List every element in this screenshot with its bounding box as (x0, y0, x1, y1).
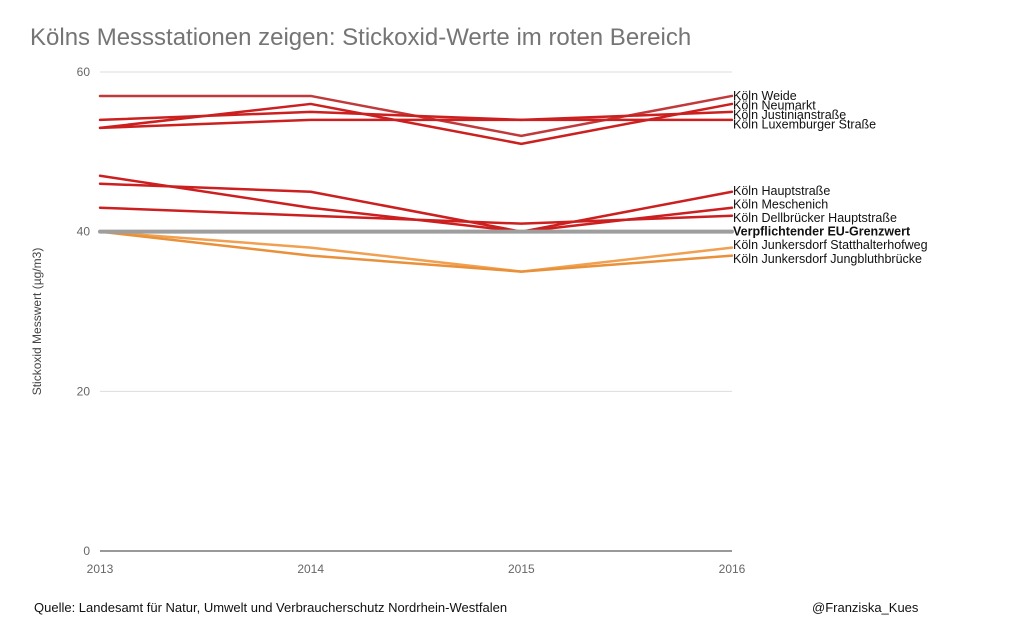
series-label: Köln Justinianstraße (733, 108, 846, 122)
axis-labels: 0 20 40 60 2013 2014 2015 2016 Stickoxid Messwer… (30, 65, 746, 576)
x-tick-label: 2015 (508, 562, 535, 576)
gridlines (100, 71, 732, 552)
series-line (98, 230, 734, 273)
series-label: Köln Meschenich (733, 198, 828, 212)
y-tick-label: 40 (77, 225, 91, 239)
credit-note: @Franziska_Kues (812, 600, 919, 615)
y-tick-label: 0 (83, 544, 90, 558)
y-tick-label: 60 (77, 65, 91, 79)
series-label: Köln Junkersdorf Jungbluthbrücke (733, 252, 922, 266)
chart-title: Kölns Messstationen zeigen: Stickoxid-We… (30, 24, 692, 51)
y-tick-label: 20 (77, 384, 91, 398)
series-line (98, 110, 734, 122)
series-label: Verpflichtender EU-Grenzwert (733, 225, 911, 239)
series-line (98, 118, 734, 130)
x-tick-label: 2013 (87, 562, 114, 576)
series-label: Köln Hauptstraße (733, 184, 830, 198)
series-line (98, 206, 734, 225)
y-axis-title: Stickoxid Messwert (µg/m3) (30, 248, 44, 396)
series-line (98, 230, 734, 273)
series-line (98, 182, 734, 233)
x-tick-label: 2016 (719, 562, 746, 576)
series-label: Köln Dellbrücker Hauptstraße (733, 211, 897, 225)
series-label: Köln Weide (733, 89, 797, 103)
x-tick-label: 2014 (297, 562, 324, 576)
source-note: Quelle: Landesamt für Natur, Umwelt und … (34, 600, 508, 615)
series-label: Köln Luxemburger Straße (733, 118, 876, 132)
series-label: Köln Junkersdorf Statthalterhofweg (733, 238, 928, 252)
series-label: Köln Neumarkt (733, 99, 816, 113)
series-lines (98, 94, 734, 273)
series-line (98, 174, 734, 233)
